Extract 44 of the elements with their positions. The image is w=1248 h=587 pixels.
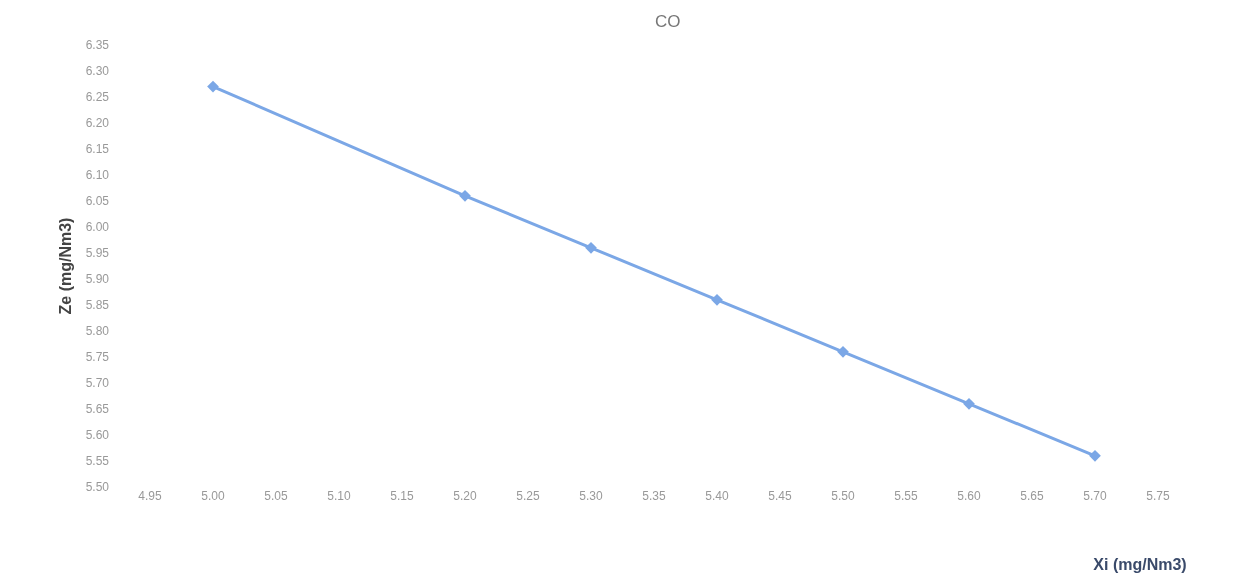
y-tick-label: 5.75 [85,350,110,365]
x-tick-label: 5.50 [831,489,855,503]
y-tick-label: 6.15 [85,142,110,157]
y-tick-label: 5.85 [85,298,110,313]
x-tick-label: 5.70 [1083,489,1107,503]
x-tick-label: 5.35 [642,489,666,503]
x-tick-label: 5.60 [957,489,981,503]
point [585,241,597,254]
x-tick-label: 5.25 [516,489,540,503]
y-tick-label: 5.95 [85,246,110,261]
x-tick-label: 5.30 [579,489,603,503]
chart-title: CO [654,11,681,31]
y-tick-label: 6.05 [85,194,110,209]
point [963,397,975,410]
point [459,189,471,202]
y-tick-label: 6.00 [85,220,110,235]
x-tick-label: 5.10 [327,489,351,503]
x-tick-label: 5.55 [894,489,918,503]
point [207,80,219,93]
y-tick-label: 5.90 [85,272,110,287]
point [711,293,723,306]
point [837,345,849,358]
x-tick-label: 5.40 [705,489,729,503]
x-tick-label: 5.45 [768,489,792,503]
y-axis-title: Ze (mg/Nm3) [56,217,74,315]
y-tick-label: 5.80 [85,324,110,339]
x-tick-label: 4.95 [138,489,162,503]
y-tick-label: 6.30 [85,64,110,79]
x-tick-label: 5.75 [1146,489,1170,503]
y-tick-label: 5.70 [85,376,110,391]
y-tick-label: 5.60 [85,428,110,443]
y-tick-label: 5.55 [85,454,110,469]
x-axis-title: Xi (mg/Nm3) [1093,556,1187,573]
x-tick-label: 5.15 [390,489,414,503]
y-tick-label: 6.20 [85,116,110,131]
y-tick-label: 5.65 [85,402,110,417]
x-tick-label: 5.65 [1020,489,1044,503]
y-tick-label: 6.25 [85,90,110,105]
x-tick-label: 5.05 [264,489,288,503]
x-tick-label: 5.20 [453,489,477,503]
y-tick-label: 6.35 [85,38,110,53]
x-tick-label: 5.00 [201,489,225,503]
point [1089,449,1101,462]
y-tick-label: 6.10 [85,168,110,183]
